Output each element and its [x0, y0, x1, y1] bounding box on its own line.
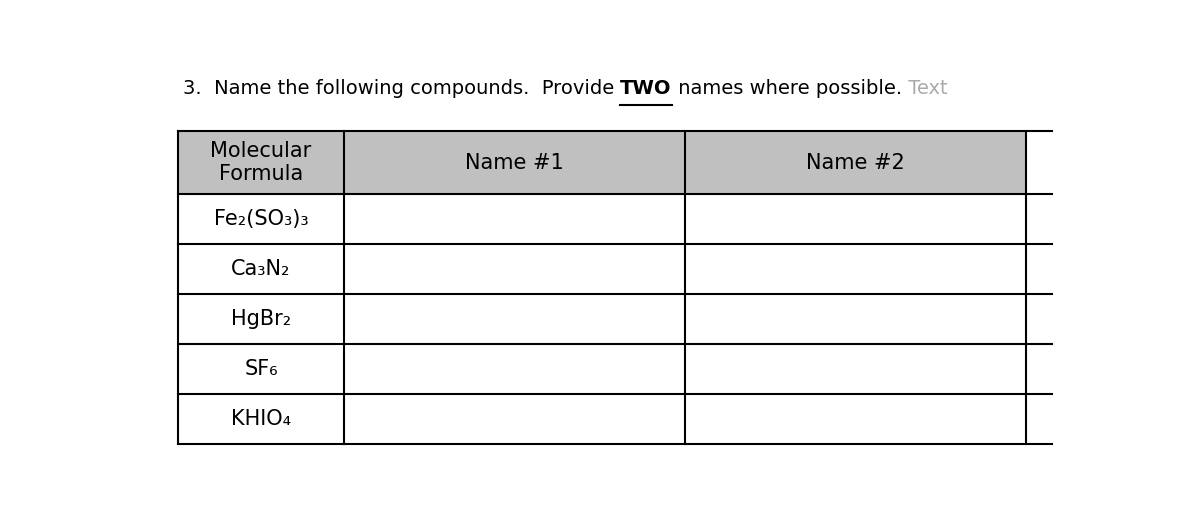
Bar — [178, 194, 344, 244]
Text: names where possible.: names where possible. — [672, 79, 901, 98]
Text: Molecular
Formula: Molecular Formula — [210, 141, 312, 184]
Bar — [685, 132, 1026, 194]
Bar — [344, 344, 685, 394]
Bar — [685, 394, 1026, 444]
Bar — [178, 244, 344, 294]
Bar — [178, 344, 344, 394]
Bar — [178, 294, 344, 344]
Bar — [344, 132, 685, 194]
Bar — [685, 294, 1026, 344]
Bar — [344, 244, 685, 294]
Text: TWO: TWO — [620, 79, 672, 98]
Bar — [178, 132, 344, 194]
Bar — [178, 394, 344, 444]
Bar — [685, 244, 1026, 294]
Text: Text: Text — [901, 79, 947, 98]
Text: Name #1: Name #1 — [466, 153, 564, 173]
Text: 3.  Name the following compounds.  Provide: 3. Name the following compounds. Provide — [182, 79, 620, 98]
Bar — [685, 344, 1026, 394]
Bar — [344, 194, 685, 244]
Text: Fe₂(SO₃)₃: Fe₂(SO₃)₃ — [214, 209, 308, 229]
Bar — [344, 394, 685, 444]
Text: KHIO₄: KHIO₄ — [230, 409, 290, 429]
Text: Ca₃N₂: Ca₃N₂ — [232, 259, 290, 279]
Text: Name #2: Name #2 — [806, 153, 905, 173]
Text: HgBr₂: HgBr₂ — [230, 309, 292, 329]
Bar — [344, 294, 685, 344]
Bar — [685, 194, 1026, 244]
Text: SF₆: SF₆ — [244, 359, 277, 379]
